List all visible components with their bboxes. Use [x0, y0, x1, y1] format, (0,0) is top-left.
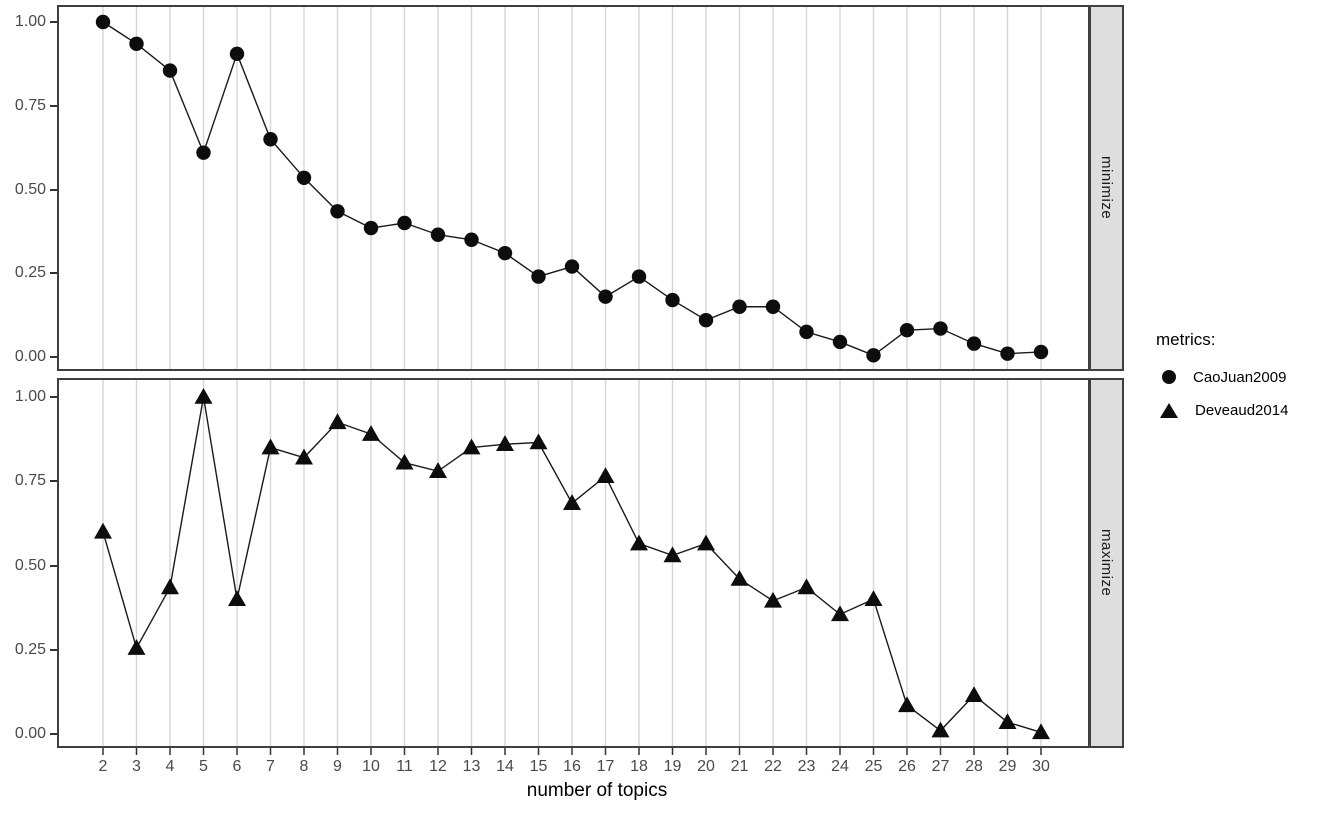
x-tick-label: 4: [165, 758, 175, 775]
y-tick-mark: [50, 21, 57, 23]
y-tick-label: 0.50: [14, 556, 46, 574]
x-tick-label: 20: [697, 758, 715, 775]
x-axis-ticks: [102, 748, 1042, 755]
facet-strip-label-maximize: maximize: [1098, 529, 1115, 597]
x-tick-label: 14: [496, 758, 514, 775]
legend-title: metrics:: [1156, 330, 1216, 349]
x-tick-label: 18: [630, 758, 648, 775]
x-axis-title: number of topics: [526, 780, 668, 801]
legend-item-label: Deveaud2014: [1195, 401, 1289, 419]
x-tick-label: 5: [199, 758, 208, 775]
x-tick-label: 24: [831, 758, 849, 775]
x-tick-label: 2: [98, 758, 108, 775]
y-tick-mark: [50, 480, 57, 483]
x-tick-label: 17: [596, 758, 615, 775]
maximize-line-chart: [57, 378, 1090, 748]
x-tick-label: 3: [132, 758, 141, 775]
facet-strip-minimize: minimize: [1089, 5, 1124, 371]
y-tick-mark: [50, 648, 57, 651]
x-tick-label: 15: [529, 758, 548, 775]
y-tick-label: 0.25: [14, 640, 46, 658]
x-tick-label: 11: [396, 758, 413, 775]
x-tick-label: 22: [764, 758, 782, 775]
y-tick-mark: [50, 188, 57, 191]
x-tick-label: 10: [362, 758, 380, 775]
triangle-marker-icon: [1160, 402, 1178, 418]
x-tick-label: 6: [232, 758, 242, 775]
x-tick-label: 7: [266, 758, 275, 775]
facet-panel-minimize: [57, 5, 1090, 371]
y-tick-label: 1.00: [14, 388, 46, 405]
circle-marker-icon: [1162, 370, 1176, 384]
legend-item-label: CaoJuan2009: [1193, 368, 1287, 386]
y-tick-label: 0.75: [14, 472, 46, 490]
y-tick-mark: [50, 733, 57, 735]
facet-panel-maximize: [57, 378, 1090, 748]
x-tick-label: 8: [299, 758, 309, 775]
x-tick-label: 30: [1032, 758, 1050, 775]
x-tick-label: 23: [797, 758, 816, 775]
legend-item-caojuan2009: CaoJuan2009: [1152, 367, 1322, 387]
x-tick-label: 25: [864, 758, 883, 775]
y-tick-label: 0.00: [14, 725, 46, 742]
legend-item-deveaud2014: Deveaud2014: [1152, 400, 1322, 420]
y-tick-label: 1.00: [14, 13, 46, 30]
x-tick-label: 16: [563, 758, 581, 775]
x-tick-label: 28: [965, 758, 983, 775]
y-tick-label: 0.25: [14, 264, 46, 282]
x-tick-label: 27: [931, 758, 950, 775]
minimize-line-chart: [57, 5, 1090, 371]
x-axis-tick-labels: 2 3 4 5 6 7 8 9 10 11 12 13 14 15 16 17 18 19 20 21 22 23 24 25…: [57, 758, 1090, 780]
x-tick-label: 19: [663, 758, 682, 775]
y-tick-mark: [50, 564, 57, 567]
facet-strip-label-minimize: minimize: [1098, 156, 1115, 220]
legend: metrics: CaoJuan2009 Deveaud2014: [1152, 330, 1322, 433]
y-tick-label: 0.75: [14, 96, 46, 114]
x-tick-label: 21: [730, 758, 749, 775]
y-tick-label: 0.50: [14, 180, 46, 198]
x-tick-label: 26: [898, 758, 916, 775]
facet-strip-maximize: maximize: [1089, 378, 1124, 748]
y-tick-mark: [50, 396, 57, 398]
x-tick-label: 9: [333, 758, 342, 775]
y-tick-mark: [50, 272, 57, 275]
x-tick-label: 29: [998, 758, 1017, 775]
y-tick-label: 0.00: [14, 348, 46, 365]
x-tick-label: 13: [462, 758, 481, 775]
x-tick-label: 12: [429, 758, 447, 775]
y-tick-mark: [50, 356, 57, 358]
y-tick-mark: [50, 104, 57, 107]
